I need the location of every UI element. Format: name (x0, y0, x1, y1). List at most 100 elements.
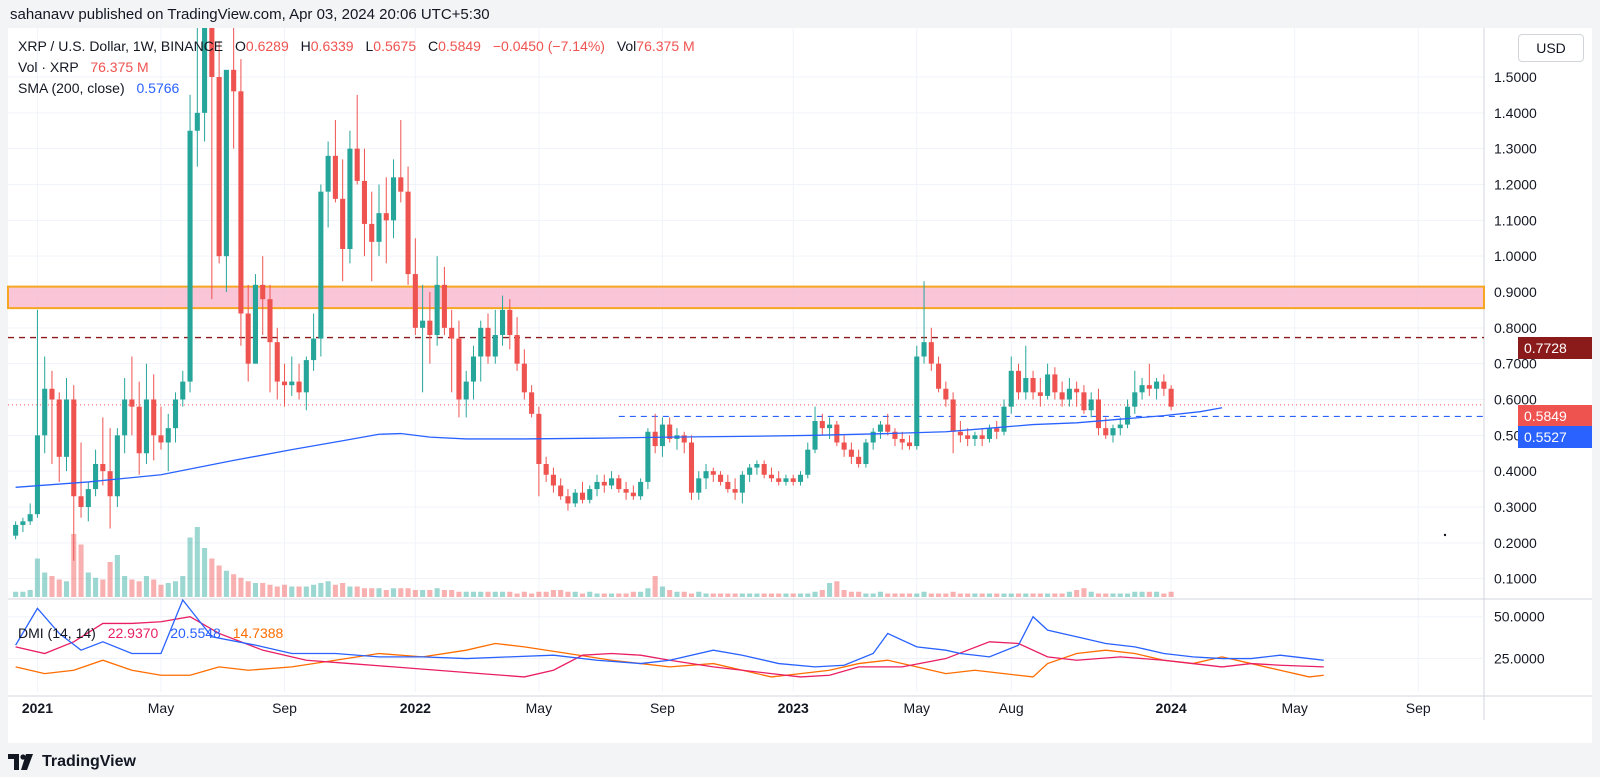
volume-bar (543, 591, 549, 597)
volume-bar (42, 572, 48, 597)
volume-bar (783, 593, 789, 597)
volume-bar (870, 593, 876, 597)
volume-bar (56, 579, 62, 597)
volume-bar (71, 534, 77, 597)
volume-bar (289, 586, 295, 597)
volume-bar (659, 586, 665, 597)
candle-body (405, 191, 411, 275)
candle-body (514, 335, 520, 364)
volume-bar (1066, 591, 1072, 597)
candle-body (986, 428, 992, 439)
volume-bar (921, 591, 927, 597)
volume-bar (928, 593, 934, 597)
volume-bar (674, 591, 680, 597)
candle-body (710, 471, 716, 475)
candle-body (1124, 406, 1131, 425)
candle-body (390, 177, 397, 221)
price-tick-label: 1.5000 (1494, 69, 1537, 85)
volume-bar (187, 537, 193, 597)
candle-body (100, 464, 106, 472)
volume-bar (754, 593, 760, 597)
volume-bar (885, 593, 891, 597)
legend-dmi-row: DMI (14, 14) 22.9370 20.5548 14.7388 (18, 625, 283, 641)
volume-bar (1023, 593, 1029, 597)
volume-bar (209, 558, 215, 597)
candle-body (754, 464, 760, 468)
candle-body (1095, 399, 1102, 429)
volume-bar (223, 570, 229, 597)
candle-body (1117, 424, 1123, 429)
volume-bar (652, 576, 658, 597)
volume-bar (114, 555, 120, 597)
candle-body (696, 478, 702, 493)
legend-high: 0.6339 (310, 38, 354, 54)
legend-change: −0.0450 (−7.14%) (492, 38, 605, 54)
candles-group (13, 28, 1174, 561)
candle-body (892, 431, 898, 439)
volume-bar (405, 588, 411, 597)
candle-body (85, 489, 91, 507)
volume-bar (710, 593, 716, 597)
resistance-price-tag: 0.7728 (1518, 337, 1592, 359)
price-tick-label: 0.2000 (1494, 535, 1537, 551)
volume-bar (877, 591, 883, 597)
candle-body (63, 399, 70, 457)
currency-button[interactable]: USD (1518, 34, 1584, 62)
candle-body (521, 363, 527, 393)
tradingview-logo-icon (8, 753, 33, 770)
candle-body (1154, 381, 1160, 389)
candle-body (27, 514, 33, 522)
candle-body (877, 424, 883, 432)
volume-bar (1103, 593, 1109, 597)
candle-body (202, 28, 208, 113)
candle-body (267, 299, 273, 343)
volume-bar (834, 581, 840, 597)
candle-body (747, 467, 753, 475)
candle-body (834, 424, 840, 443)
volume-bar (470, 591, 477, 597)
candle-body (645, 431, 651, 482)
volume-bar (354, 586, 360, 597)
legend-vol-label: Vol (616, 38, 637, 54)
footer-brand: TradingView (42, 752, 136, 770)
volume-bar (449, 590, 455, 597)
volume-bar (936, 593, 942, 597)
volume-bar (93, 577, 99, 597)
volume-bar (398, 588, 404, 597)
candle-body (1161, 381, 1167, 389)
candle-body (1103, 428, 1109, 436)
volume-bar (645, 588, 651, 597)
time-axis-label: Sep (1406, 700, 1431, 716)
legend-symbol: XRP / U.S. Dollar, 1W, BINANCE (18, 38, 224, 54)
candle-body (485, 327, 491, 357)
candle-body (1074, 388, 1080, 393)
volume-bar (703, 593, 709, 597)
volume-bar (856, 591, 862, 597)
volume-bar (1132, 591, 1138, 597)
volume-bar (303, 586, 309, 597)
dmi-plus-line (15, 598, 1324, 668)
volume-bar (848, 591, 854, 597)
candle-body (827, 424, 833, 429)
candle-body (151, 399, 157, 436)
price-tick-label: 0.3000 (1494, 499, 1537, 515)
volume-bar (267, 584, 273, 597)
candle-body (550, 474, 556, 486)
volume-bar (34, 558, 40, 597)
volume-bar (1117, 593, 1123, 597)
volume-bar (601, 593, 607, 597)
candle-body (42, 388, 48, 436)
volume-bar (1081, 588, 1087, 597)
candle-body (914, 356, 920, 447)
candle-body (311, 338, 317, 361)
candle-body (565, 496, 571, 504)
candle-body (56, 399, 62, 457)
volume-bar (456, 591, 462, 597)
volume-bar (827, 583, 833, 597)
volume-bar (369, 588, 375, 597)
legend-dmi-adx: 14.7388 (232, 625, 284, 641)
footer: TradingView (8, 746, 136, 777)
candle-body (194, 112, 200, 131)
candle-body (296, 381, 302, 393)
